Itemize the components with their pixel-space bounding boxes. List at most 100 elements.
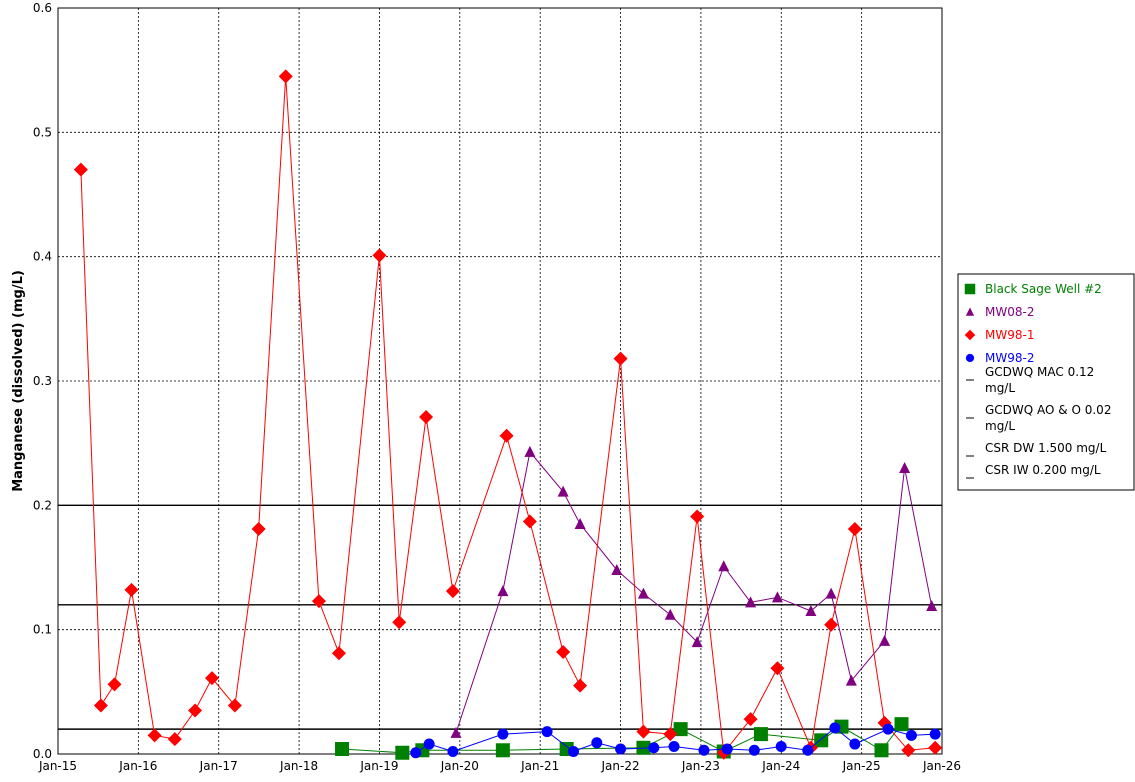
data-point xyxy=(227,698,242,713)
data-point xyxy=(335,742,350,757)
data-point xyxy=(613,351,628,366)
legend-marker xyxy=(964,329,976,341)
data-point xyxy=(615,743,627,755)
grid xyxy=(57,7,943,755)
data-point xyxy=(557,485,569,497)
data-point xyxy=(573,678,588,693)
data-point xyxy=(147,728,162,743)
data-point xyxy=(278,69,293,84)
data-point xyxy=(372,248,387,263)
x-tick-label: Jan-16 xyxy=(118,759,157,773)
reference-lines xyxy=(58,504,942,730)
x-tick-label: Jan-21 xyxy=(520,759,559,773)
y-tick-label: 0.6 xyxy=(33,1,52,15)
data-point xyxy=(845,674,857,686)
data-point xyxy=(745,596,757,608)
legend-entry: CSR DW 1.500 mg/L xyxy=(985,441,1107,455)
data-point xyxy=(673,722,688,737)
data-point xyxy=(847,521,862,536)
x-tick-label: Jan-25 xyxy=(842,759,881,773)
data-point xyxy=(556,645,571,660)
x-tick-label: Jan-26 xyxy=(922,759,961,773)
data-point xyxy=(879,634,891,646)
data-point xyxy=(311,594,326,609)
data-point xyxy=(495,743,510,758)
series-mw08-2 xyxy=(450,445,938,738)
legend-marker xyxy=(965,353,975,363)
data-point xyxy=(395,745,410,760)
data-point xyxy=(668,741,680,753)
data-point xyxy=(894,717,909,732)
data-point xyxy=(648,742,660,754)
data-point xyxy=(107,677,122,692)
data-point xyxy=(205,671,220,686)
x-axis-ticks: Jan-15 Jan-16 Jan-17 Jan-18 Jan-19 Jan-20 Jan-… xyxy=(38,759,961,773)
legend-marker xyxy=(964,283,976,295)
data-point xyxy=(522,514,537,529)
data-point xyxy=(445,584,460,599)
legend-entry: MW08-2 xyxy=(985,305,1034,319)
data-point xyxy=(663,727,678,742)
data-point xyxy=(718,560,730,572)
data-point xyxy=(611,563,623,575)
series-mw98-1 xyxy=(73,69,943,760)
data-point xyxy=(567,746,579,758)
x-tick-label: Jan-18 xyxy=(279,759,318,773)
data-point xyxy=(591,737,603,749)
data-point xyxy=(251,521,266,536)
x-tick-label: Jan-24 xyxy=(761,759,800,773)
data-point xyxy=(450,726,462,738)
data-point xyxy=(93,698,108,713)
data-point xyxy=(188,703,203,718)
data-point xyxy=(748,744,760,756)
series-layer xyxy=(73,69,943,760)
series-line xyxy=(80,76,936,755)
y-tick-label: 0.4 xyxy=(33,250,52,264)
data-point xyxy=(73,162,88,177)
data-point xyxy=(901,743,916,758)
x-tick-label: Jan-22 xyxy=(600,759,639,773)
data-point xyxy=(392,615,407,630)
data-point xyxy=(874,743,889,758)
data-point xyxy=(805,605,817,617)
data-point xyxy=(167,732,182,747)
x-tick-label: Jan-20 xyxy=(440,759,479,773)
data-point xyxy=(497,728,509,740)
y-tick-label: 0.2 xyxy=(33,498,52,512)
data-point xyxy=(802,744,814,756)
data-point xyxy=(574,517,586,529)
y-tick-label: 0.1 xyxy=(33,623,52,637)
x-tick-label: Jan-17 xyxy=(199,759,238,773)
legend-marker xyxy=(965,307,975,316)
data-point xyxy=(849,738,861,750)
data-point xyxy=(770,661,785,676)
data-point xyxy=(753,727,768,742)
data-point xyxy=(771,591,783,603)
data-point xyxy=(410,747,422,759)
data-point xyxy=(664,608,676,620)
data-point xyxy=(743,712,758,727)
data-point xyxy=(698,744,710,756)
legend-box xyxy=(957,273,1135,491)
legend-entry: MW98-1 xyxy=(985,328,1034,342)
y-tick-label: 0.3 xyxy=(33,374,52,388)
legend-entry: GCDWQ AO & O 0.02 mg/L xyxy=(985,403,1111,433)
data-point xyxy=(499,428,514,443)
data-point xyxy=(899,462,911,474)
data-point xyxy=(829,722,841,734)
legend-entry: CSR IW 0.200 mg/L xyxy=(985,463,1101,477)
x-tick-label: Jan-19 xyxy=(359,759,398,773)
data-point xyxy=(541,726,553,738)
y-tick-label: 0.5 xyxy=(33,125,52,139)
data-point xyxy=(691,636,703,648)
data-point xyxy=(825,587,837,599)
series-line xyxy=(455,450,933,734)
legend-entry: MW98-2 xyxy=(985,351,1034,365)
data-point xyxy=(636,724,651,739)
data-point xyxy=(423,738,435,750)
legend: Black Sage Well #2MW08-2MW98-1MW98-2GCDW… xyxy=(957,273,1135,491)
data-point xyxy=(447,746,459,758)
data-point xyxy=(824,617,839,632)
y-tick-label: 0.0 xyxy=(33,747,52,761)
